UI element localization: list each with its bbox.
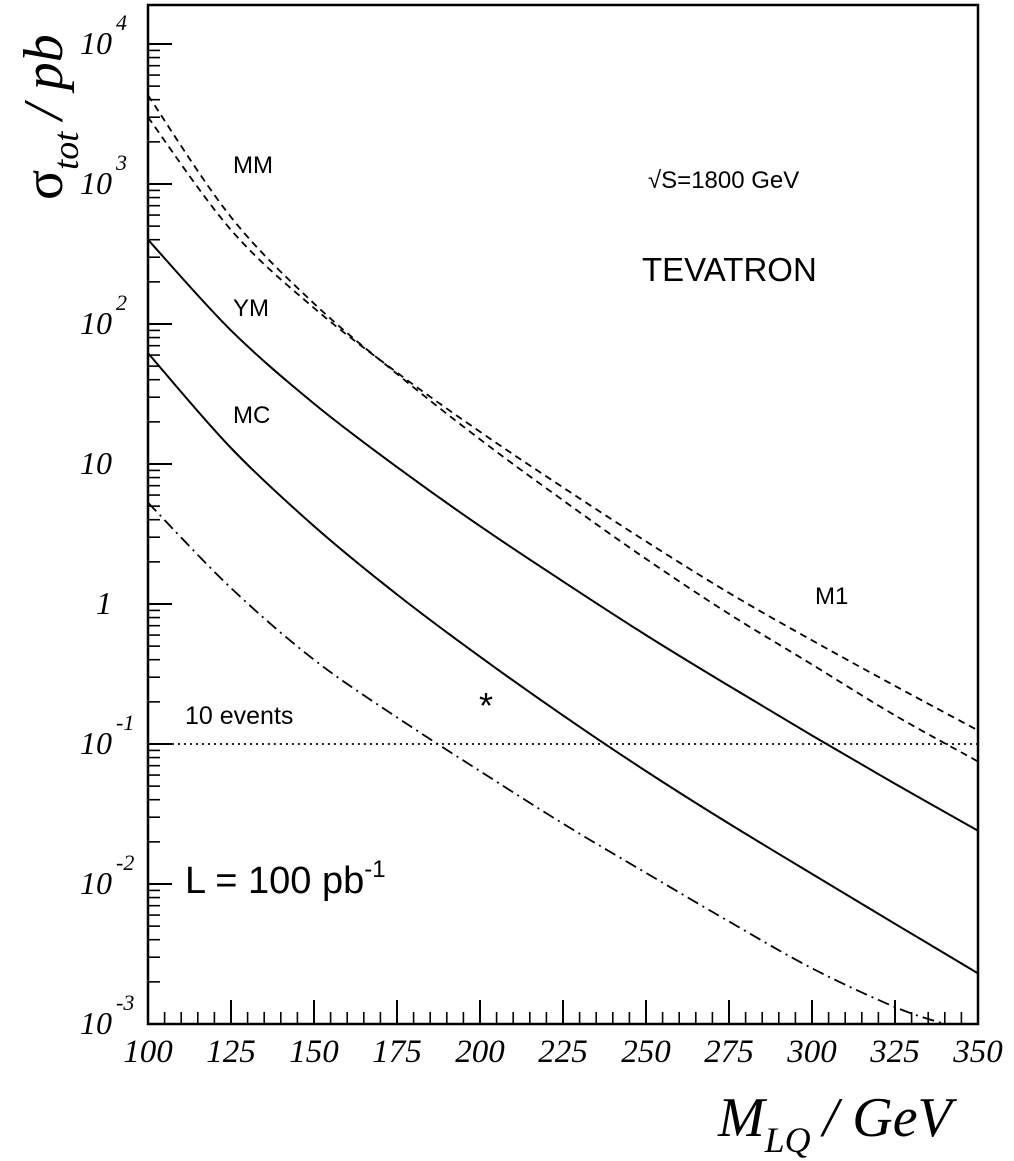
curve-dashdot [147, 501, 946, 1025]
curve-mm [147, 94, 979, 763]
x-tick-label: 275 [704, 1034, 754, 1070]
y-tick-label: 10 [80, 25, 112, 61]
y-axis-title: σtot / pb [13, 34, 86, 200]
x-tick-label: 175 [372, 1034, 422, 1070]
x-tick-label: 300 [786, 1034, 837, 1070]
minor-ticks [148, 49, 963, 1024]
y-axis-title-sub: tot [46, 131, 86, 170]
label-m1: M1 [815, 583, 848, 610]
y-tick-exponent: -3 [116, 990, 134, 1015]
x-tick-label: 100 [123, 1034, 173, 1070]
luminosity-main: L = 100 pb [185, 860, 364, 902]
y-tick-exponent: -2 [116, 850, 134, 875]
curves [147, 94, 979, 1025]
y-tick-label: 1 [96, 585, 112, 621]
curve-ym [147, 239, 979, 832]
curve-mc [147, 352, 979, 975]
x-tick-label: 125 [206, 1034, 256, 1070]
x-tick-label: 250 [621, 1034, 671, 1070]
x-tick-label: 225 [538, 1034, 588, 1070]
y-tick-exponent: 2 [116, 290, 127, 315]
label-ym: YM [233, 295, 269, 322]
x-tick-label: 350 [952, 1034, 1003, 1070]
label-mm: MM [233, 152, 273, 179]
major-ticks [147, 43, 979, 1025]
y-tick-label: 10 [80, 1005, 112, 1041]
energy-label: √S=1800 GeV [648, 167, 799, 194]
label-mc: MC [233, 402, 270, 429]
luminosity-label: L = 100 pb-1 [185, 856, 386, 902]
events-label: 10 events [185, 702, 293, 730]
y-tick-label: 10 [80, 865, 112, 901]
x-axis-title: MLQ / GeV [717, 1087, 958, 1160]
luminosity-exp: -1 [364, 856, 385, 883]
y-tick-label: 10 [80, 165, 112, 201]
x-axis-title-rest: / GeV [820, 1087, 958, 1149]
collider-label: TEVATRON [642, 251, 817, 288]
y-tick-label: 10 [80, 725, 112, 761]
x-axis-title-sub: LQ [764, 1120, 811, 1160]
y-tick-label: 10 [80, 445, 112, 481]
x-axis-title-main: M [717, 1087, 768, 1149]
x-tick-labels: 100 125 150 175 200 225 250 275 300 325 350 [123, 1034, 1003, 1070]
x-tick-label: 325 [869, 1034, 920, 1070]
y-tick-label: 10 [80, 305, 112, 341]
y-axis-title-main: σ [13, 170, 75, 200]
curve-m1 [147, 116, 979, 732]
y-tick-exponent: 3 [115, 150, 127, 175]
star-marker: * [479, 685, 493, 726]
x-tick-label: 200 [455, 1034, 505, 1070]
y-tick-exponent: 4 [116, 10, 127, 35]
x-tick-label: 150 [289, 1034, 339, 1070]
y-tick-exponent: -1 [116, 710, 134, 735]
y-axis-title-rest: / pb [13, 34, 75, 123]
